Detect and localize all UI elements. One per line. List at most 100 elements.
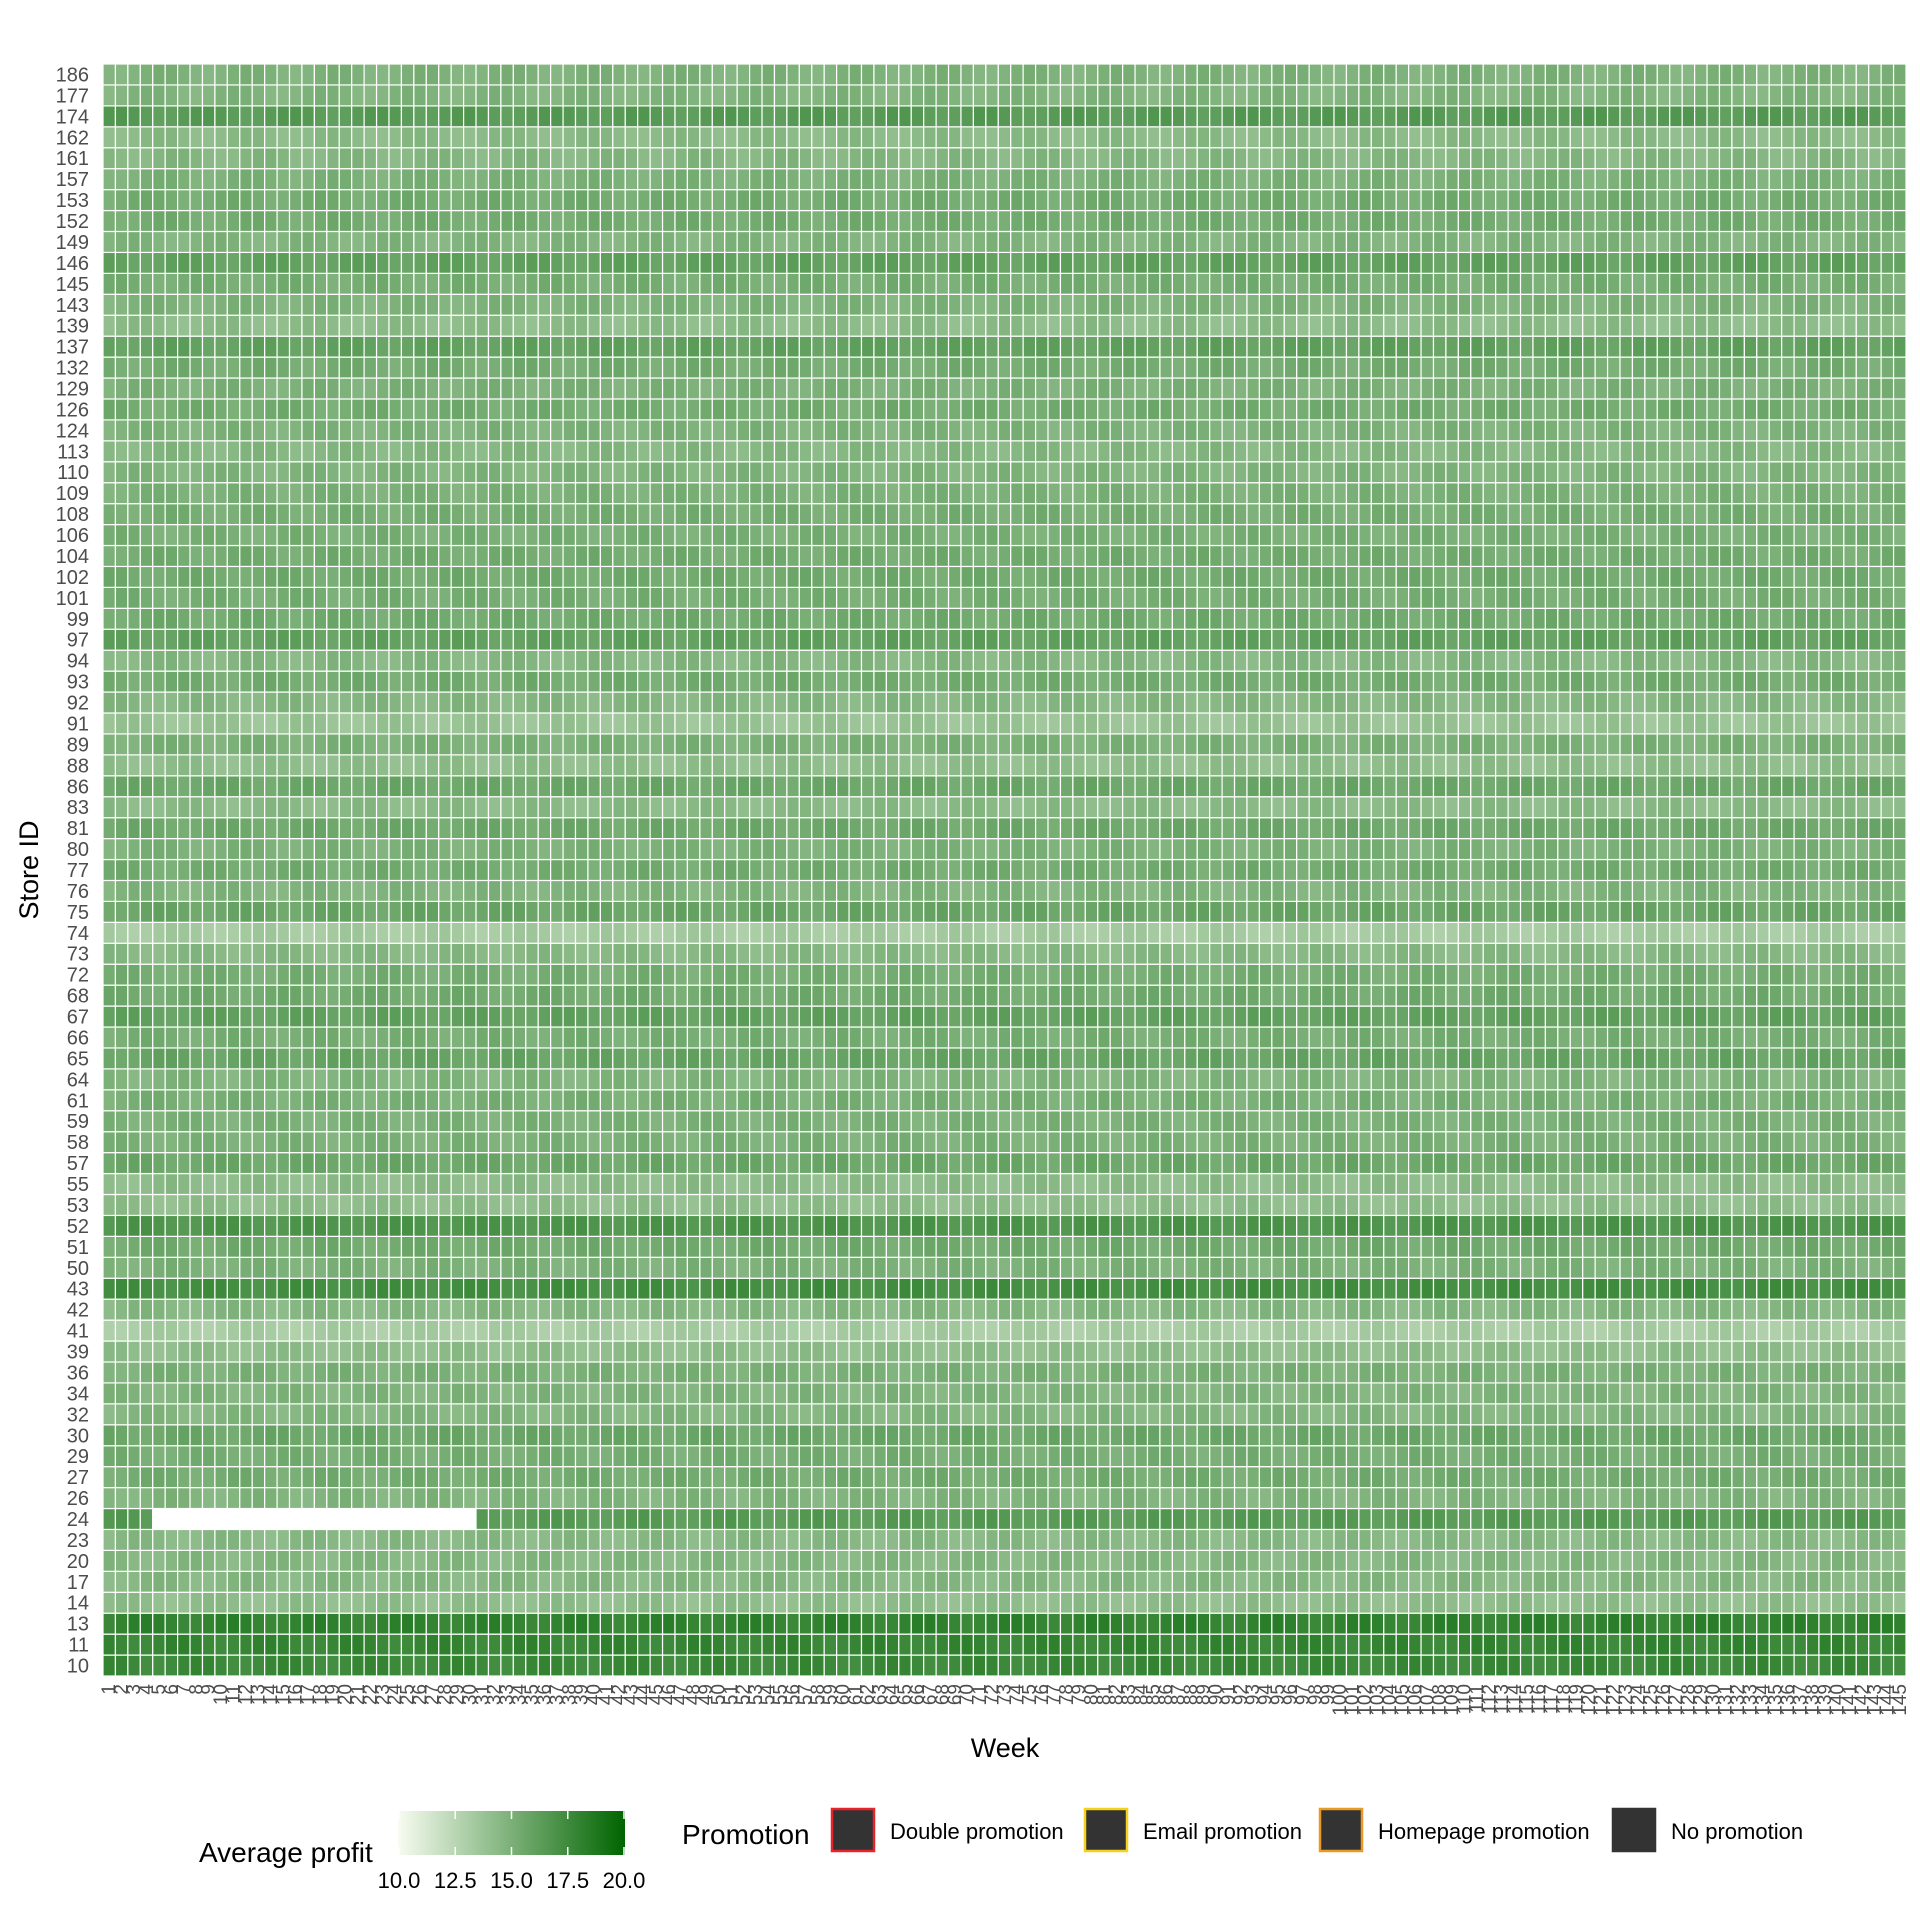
heatmap-cell [624,1298,639,1321]
heatmap-cell [1880,1570,1895,1593]
heatmap-cell [1358,984,1372,1007]
heatmap-cell [1569,1131,1584,1154]
heatmap-cell [1146,1654,1161,1677]
heatmap-cell [1681,1214,1696,1237]
heatmap-cell [1557,1612,1571,1635]
heatmap-cell [637,1068,651,1091]
heatmap-cell [1805,1507,1820,1531]
heatmap-cell [885,1466,900,1489]
heatmap-cell [637,1047,651,1070]
heatmap-cell [699,1549,713,1572]
heatmap-cell [562,984,577,1007]
heatmap-cell [1557,1047,1571,1070]
heatmap-cell [923,1298,937,1321]
heatmap-cell [438,1466,452,1489]
heatmap-cell [1781,1214,1795,1237]
heatmap-cell [1395,963,1410,986]
heatmap-cell [550,1466,564,1489]
heatmap-cell [177,1047,191,1070]
heatmap-cell [612,1654,626,1677]
heatmap-cell [1283,1131,1298,1154]
heatmap-cell [1532,1654,1546,1677]
heatmap-cell [512,1382,527,1405]
heatmap-cell [1818,1193,1832,1217]
heatmap-cell [1395,1110,1410,1133]
heatmap-cell [1557,1382,1571,1405]
heatmap-cell [1171,1445,1186,1468]
heatmap-cell [848,1277,863,1300]
heatmap-cell [885,942,900,965]
heatmap-cell [164,1340,179,1363]
heatmap-cell [1408,1005,1422,1028]
heatmap-cell [1345,963,1360,986]
heatmap-cell [388,1298,403,1321]
heatmap-cell [1308,984,1323,1007]
heatmap-cell [1258,1026,1273,1049]
heatmap-cell [264,1361,278,1384]
heatmap-cell [375,1486,390,1510]
heatmap-cell [512,1214,527,1237]
heatmap-cell [1196,1633,1211,1656]
heatmap-cell [935,963,950,986]
heatmap-cell [836,1424,850,1447]
heatmap-cell [823,1047,838,1070]
heatmap-cell [1718,1528,1733,1551]
heatmap-cell [1606,1193,1621,1217]
heatmap-cell [1457,1026,1472,1049]
heatmap-cell [1706,1131,1721,1154]
heatmap-cell [1532,1172,1546,1196]
heatmap-cell [301,1382,315,1405]
heatmap-cell [1171,1403,1186,1426]
heatmap-cell [649,1068,664,1091]
heatmap-cell [1271,1026,1285,1049]
heatmap-cell [1084,1298,1099,1321]
heatmap-cell [276,1089,291,1112]
heatmap-cell [201,1047,216,1070]
heatmap-cell [1246,1591,1260,1614]
heatmap-cell [400,1654,415,1677]
heatmap-cell [1320,1340,1335,1363]
heatmap-cell [1594,1570,1609,1593]
heatmap-cell [873,1654,887,1677]
heatmap-cell [1694,963,1708,986]
heatmap-cell [525,1612,539,1635]
heatmap-cell [338,984,353,1007]
heatmap-cell [935,1110,950,1133]
heatmap-cell [686,1089,701,1112]
heatmap-cell [947,1445,962,1468]
heatmap-cell [1296,1528,1310,1551]
heatmap-cell [1296,1131,1310,1154]
heatmap-cell [1333,1549,1348,1572]
heatmap-cell [947,1591,962,1614]
heatmap-cell [1022,1026,1037,1049]
heatmap-cell [1059,1486,1074,1510]
heatmap-cell [1196,1403,1211,1426]
heatmap-cell [1370,1152,1385,1175]
heatmap-cell [1146,1193,1161,1217]
heatmap-cell [475,1403,490,1426]
heatmap-cell [699,1319,713,1342]
heatmap-cell [1072,1193,1086,1217]
heatmap-cell [164,1382,179,1405]
heatmap-cell [450,1235,465,1258]
heatmap-cell [201,1005,216,1028]
heatmap-cell [1395,1131,1410,1154]
heatmap-cell [711,1193,726,1217]
heatmap-cell [487,1466,502,1489]
heatmap-cell [400,1591,415,1614]
heatmap-cell [1805,1445,1820,1468]
heatmap-cell [1097,1047,1111,1070]
heatmap-cell [201,1654,216,1677]
heatmap-cell [1731,1549,1745,1572]
heatmap-cell [1482,1193,1497,1217]
heatmap-cell [985,1026,999,1049]
heatmap-cell [487,1612,502,1635]
heatmap-cell [214,1256,228,1279]
heatmap-cell [1221,1549,1236,1572]
heatmap-cell [686,1486,701,1510]
heatmap-cell [773,1528,788,1551]
heatmap-cell [711,1340,726,1363]
heatmap-cell [438,1110,452,1133]
heatmap-cell [1731,1445,1745,1468]
heatmap-cell [1868,1256,1882,1279]
